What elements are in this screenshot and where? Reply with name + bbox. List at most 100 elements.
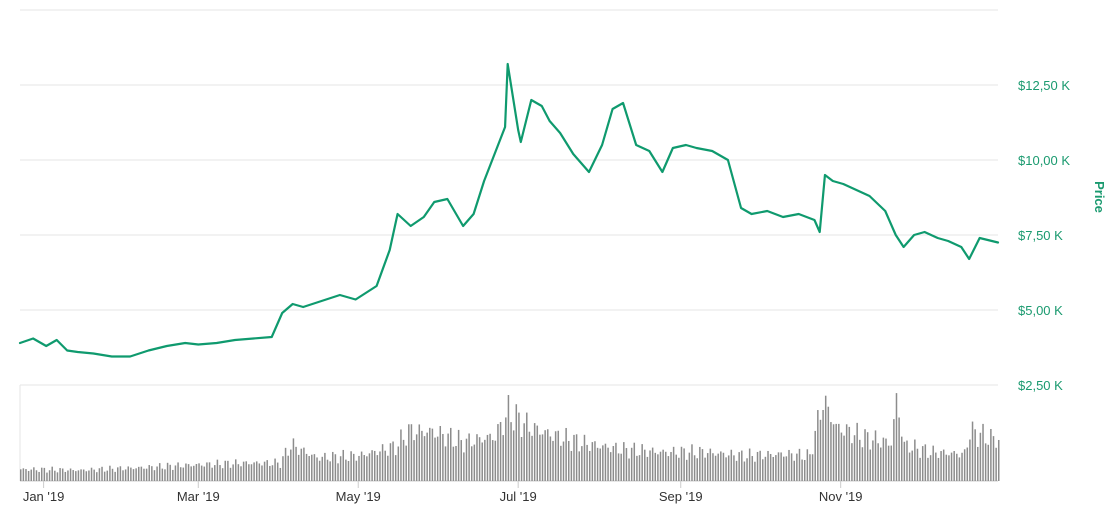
volume-bar xyxy=(229,467,232,481)
volume-bar xyxy=(864,429,866,481)
volume-bar xyxy=(851,443,853,481)
volume-bar xyxy=(33,467,35,481)
volume-bar xyxy=(119,466,122,481)
volume-bar xyxy=(903,441,906,481)
volume-bar xyxy=(780,452,782,481)
volume-bar xyxy=(961,452,963,481)
price-series-line xyxy=(18,62,1000,358)
volume-bar xyxy=(452,446,455,481)
volume-bar xyxy=(392,441,394,481)
volume-bar xyxy=(235,459,237,481)
volume-bar xyxy=(470,446,473,481)
volume-bar xyxy=(224,460,227,481)
volume-bar xyxy=(332,451,334,481)
volume-bar xyxy=(101,466,103,481)
volume-bar xyxy=(848,426,851,481)
volume-bar xyxy=(885,438,887,481)
volume-bar xyxy=(381,444,384,481)
volume-bar xyxy=(657,454,659,481)
volume-bar xyxy=(394,455,397,481)
volume-bar xyxy=(305,453,308,481)
volume-bar xyxy=(898,417,900,481)
volume-bar xyxy=(221,468,224,481)
volume-bar xyxy=(727,455,730,481)
volume-bar xyxy=(777,452,780,481)
volume-bar xyxy=(109,465,111,481)
x-tick-label: Sep '19 xyxy=(659,489,703,504)
volume-bar xyxy=(984,443,987,481)
volume-bar xyxy=(72,470,74,481)
volume-bar xyxy=(824,395,827,481)
volume-bar xyxy=(161,468,164,481)
volume-bar xyxy=(623,442,625,481)
volume-bar xyxy=(735,460,738,481)
y-tick-label: $10,00 K xyxy=(1018,153,1070,168)
volume-bar xyxy=(693,455,696,481)
volume-bar xyxy=(609,452,612,481)
volume-bar xyxy=(557,430,560,481)
volume-bar xyxy=(701,449,704,481)
volume-bar xyxy=(287,455,289,481)
volume-bar xyxy=(790,453,793,481)
volume-bar xyxy=(389,443,392,481)
volume-bar xyxy=(384,450,386,481)
volume-bar xyxy=(691,444,693,481)
y-tick-label: $2,50 K xyxy=(1018,378,1063,393)
price-line-layer xyxy=(18,62,1000,358)
volume-bar xyxy=(859,439,861,481)
volume-bar xyxy=(56,472,59,481)
volume-bar xyxy=(376,455,379,481)
volume-bar xyxy=(730,449,733,481)
volume-bar xyxy=(531,435,533,481)
volume-bar xyxy=(636,455,638,481)
volume-bar xyxy=(541,434,544,481)
volume-bar xyxy=(767,450,769,481)
volume-bar xyxy=(706,453,709,481)
volume-bar xyxy=(250,464,253,481)
volume-bar xyxy=(583,434,586,481)
volume-bar xyxy=(187,464,190,481)
volume-bar xyxy=(594,441,596,481)
volume-bar xyxy=(360,451,363,481)
volume-bar xyxy=(415,434,418,481)
volume-bar xyxy=(476,434,478,481)
volume-bar xyxy=(190,466,192,481)
volume-bar xyxy=(547,429,549,481)
volume-bar xyxy=(919,457,921,481)
volume-bar xyxy=(956,453,958,481)
volume-bar xyxy=(80,469,82,481)
volume-bar xyxy=(845,424,848,481)
volume-bar xyxy=(342,449,344,481)
volume-bar xyxy=(46,472,48,481)
volume-bar xyxy=(276,462,279,481)
volume-bar xyxy=(811,454,814,481)
volume-bar xyxy=(279,467,282,481)
volume-bar xyxy=(494,440,497,481)
volume-bar xyxy=(211,467,213,481)
volume-bar xyxy=(971,421,974,481)
volume-bar xyxy=(798,448,801,481)
volume-bar xyxy=(85,471,88,481)
volume-bar xyxy=(216,459,219,481)
volume-bar xyxy=(358,455,360,481)
volume-bar xyxy=(969,439,971,481)
y-tick-label: $7,50 K xyxy=(1018,228,1063,243)
volume-bar xyxy=(987,444,990,481)
volume-bar xyxy=(450,427,452,481)
volume-bar xyxy=(544,430,546,481)
volume-bar xyxy=(242,461,245,481)
volume-bar xyxy=(447,433,449,481)
volume-bar xyxy=(940,451,942,481)
volume-bar xyxy=(832,424,835,481)
volume-bar xyxy=(963,449,966,481)
volume-bar xyxy=(866,432,869,481)
volume-bar xyxy=(295,446,297,481)
volume-bar xyxy=(185,463,187,481)
volume-bar xyxy=(290,449,292,481)
volume-bar xyxy=(214,465,216,481)
volume-bar xyxy=(143,468,145,481)
volume-bar xyxy=(712,453,714,481)
volume-bar xyxy=(843,435,845,481)
volume-bar xyxy=(775,455,777,481)
